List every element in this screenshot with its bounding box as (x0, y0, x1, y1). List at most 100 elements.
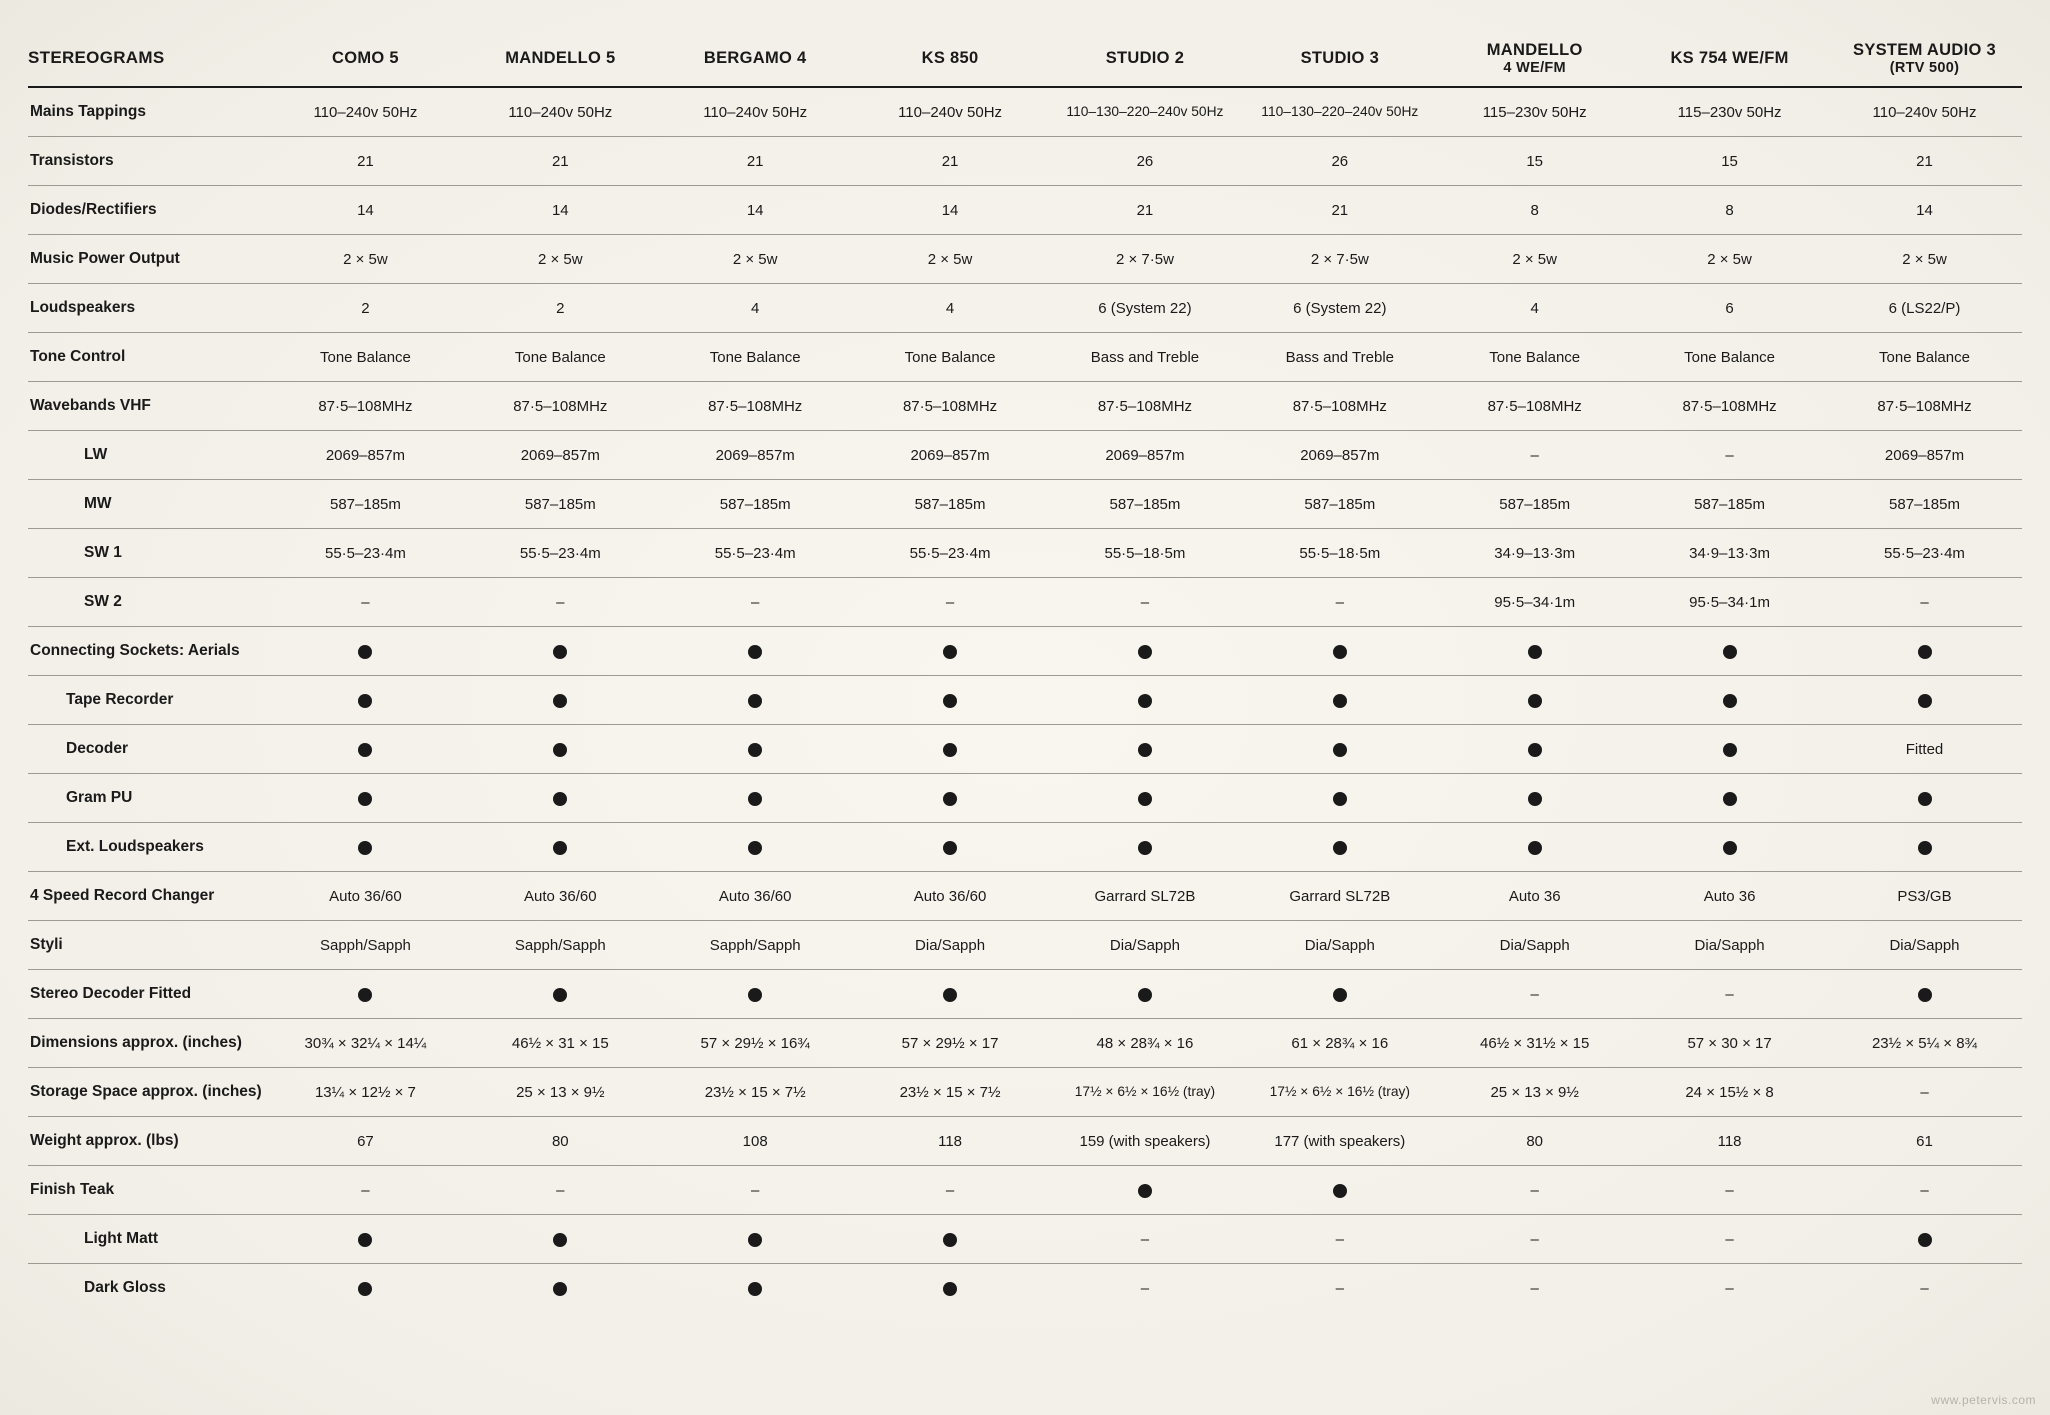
cell (1242, 1166, 1437, 1215)
bullet-icon (748, 1282, 762, 1296)
cell: 108 (658, 1117, 853, 1166)
row-label: Styli (28, 921, 268, 970)
cell (1048, 823, 1243, 872)
cell: 2 × 5w (658, 235, 853, 284)
cell (853, 676, 1048, 725)
bullet-icon (1918, 792, 1932, 806)
cell: – (1827, 1264, 2022, 1313)
bullet-icon (1528, 694, 1542, 708)
cell: 87·5–108MHz (658, 382, 853, 431)
cell: 118 (1632, 1117, 1827, 1166)
bullet-icon (748, 841, 762, 855)
table-row: Tape Recorder (28, 676, 2022, 725)
cell: – (1632, 1264, 1827, 1313)
row-label: Storage Space approx. (inches) (28, 1068, 268, 1117)
cell (1048, 774, 1243, 823)
cell: – (1827, 578, 2022, 627)
cell (1437, 725, 1632, 774)
cell (1048, 725, 1243, 774)
cell (1827, 627, 2022, 676)
cell: 14 (463, 186, 658, 235)
bullet-icon (1138, 645, 1152, 659)
cell: – (1242, 1215, 1437, 1264)
cell: Garrard SL72B (1242, 872, 1437, 921)
table-row: Ext. Loudspeakers (28, 823, 2022, 872)
bullet-icon (1723, 743, 1737, 757)
cell (463, 823, 658, 872)
row-label: Weight approx. (lbs) (28, 1117, 268, 1166)
bullet-icon (943, 694, 957, 708)
bullet-icon (553, 1233, 567, 1247)
cell: 21 (463, 137, 658, 186)
cell: 87·5–108MHz (1437, 382, 1632, 431)
cell: 587–185m (268, 480, 463, 529)
cell (658, 676, 853, 725)
bullet-icon (1138, 988, 1152, 1002)
cell: – (1632, 1166, 1827, 1215)
bullet-icon (748, 988, 762, 1002)
cell (1242, 627, 1437, 676)
bullet-icon (748, 694, 762, 708)
cell (1632, 676, 1827, 725)
bullet-icon (1723, 792, 1737, 806)
cell: – (1827, 1068, 2022, 1117)
cell (1827, 1215, 2022, 1264)
cell: 6 (LS22/P) (1827, 284, 2022, 333)
cell: 21 (658, 137, 853, 186)
cell: 6 (1632, 284, 1827, 333)
table-row: Gram PU (28, 774, 2022, 823)
cell: – (1437, 431, 1632, 480)
cell (1632, 627, 1827, 676)
row-label: LW (28, 431, 268, 480)
cell: Auto 36 (1632, 872, 1827, 921)
table-row: Dark Gloss––––– (28, 1264, 2022, 1313)
bullet-icon (1918, 988, 1932, 1002)
row-label: MW (28, 480, 268, 529)
cell: 2 × 5w (1632, 235, 1827, 284)
cell (1827, 774, 2022, 823)
bullet-icon (1528, 645, 1542, 659)
cell (1048, 1166, 1243, 1215)
table-row: LW2069–857m2069–857m2069–857m2069–857m20… (28, 431, 2022, 480)
bullet-icon (358, 694, 372, 708)
cell: Sapph/Sapph (658, 921, 853, 970)
table-row: Stereo Decoder Fitted–– (28, 970, 2022, 1019)
cell: 2069–857m (1242, 431, 1437, 480)
bullet-icon (358, 792, 372, 806)
cell: Dia/Sapph (1632, 921, 1827, 970)
cell: 48 × 28¾ × 16 (1048, 1019, 1243, 1068)
bullet-icon (748, 645, 762, 659)
table-row: Diodes/Rectifiers1414141421218814 (28, 186, 2022, 235)
cell: 25 × 13 × 9½ (463, 1068, 658, 1117)
header-product-2: BERGAMO 4 (658, 30, 853, 87)
bullet-icon (358, 841, 372, 855)
cell: 110–240v 50Hz (658, 87, 853, 137)
bullet-icon (1333, 645, 1347, 659)
cell: Tone Balance (1827, 333, 2022, 382)
cell: 87·5–108MHz (268, 382, 463, 431)
bullet-icon (1723, 694, 1737, 708)
row-label: Ext. Loudspeakers (28, 823, 268, 872)
row-label: Loudspeakers (28, 284, 268, 333)
cell: 115–230v 50Hz (1632, 87, 1827, 137)
cell: 14 (658, 186, 853, 235)
cell (853, 1215, 1048, 1264)
cell: 4 (658, 284, 853, 333)
cell (1632, 725, 1827, 774)
cell: 118 (853, 1117, 1048, 1166)
cell: – (1632, 1215, 1827, 1264)
cell: Dia/Sapph (1437, 921, 1632, 970)
cell: 2069–857m (658, 431, 853, 480)
cell (853, 725, 1048, 774)
cell: Bass and Treble (1242, 333, 1437, 382)
table-row: Mains Tappings110–240v 50Hz110–240v 50Hz… (28, 87, 2022, 137)
cell: 2069–857m (463, 431, 658, 480)
table-row: Finish Teak––––––– (28, 1166, 2022, 1215)
cell (658, 1215, 853, 1264)
bullet-icon (358, 1282, 372, 1296)
bullet-icon (943, 841, 957, 855)
cell: 55·5–23·4m (1827, 529, 2022, 578)
cell: 55·5–18·5m (1242, 529, 1437, 578)
header-product-7: KS 754 WE/FM (1632, 30, 1827, 87)
cell: 26 (1048, 137, 1243, 186)
